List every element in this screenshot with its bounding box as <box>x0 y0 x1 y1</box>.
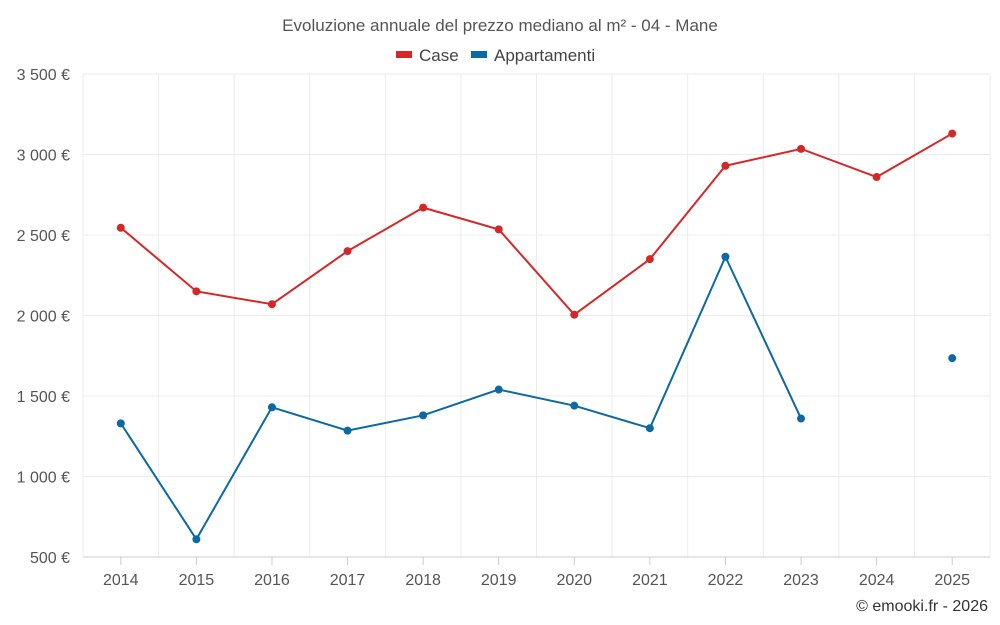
data-point-case[interactable] <box>872 173 881 182</box>
data-point-case[interactable] <box>797 144 806 153</box>
data-point-appartamenti[interactable] <box>343 426 352 435</box>
series <box>116 129 957 544</box>
x-tick-label: 2015 <box>179 572 215 589</box>
y-tick-label: 3 500 € <box>17 67 70 84</box>
data-point-appartamenti[interactable] <box>267 403 276 412</box>
x-tick-label: 2014 <box>103 572 139 589</box>
data-point-appartamenti[interactable] <box>116 419 125 428</box>
data-point-appartamenti[interactable] <box>797 414 806 423</box>
credit-text: © emooki.fr - 2026 <box>856 598 988 615</box>
series-line-case <box>120 132 953 317</box>
data-point-case[interactable] <box>419 203 428 212</box>
data-point-case[interactable] <box>343 247 352 256</box>
x-tick-label: 2023 <box>783 572 819 589</box>
data-point-case[interactable] <box>948 129 957 138</box>
y-tick-label: 3 000 € <box>17 148 70 165</box>
legend-swatch-case <box>396 51 412 58</box>
chart-title: Evoluzione annuale del prezzo mediano al… <box>282 16 718 35</box>
data-point-appartamenti[interactable] <box>192 535 201 544</box>
data-point-appartamenti[interactable] <box>948 354 957 363</box>
x-tick-label: 2024 <box>859 572 895 589</box>
y-tick-label: 2 500 € <box>17 228 70 245</box>
y-tick-label: 1 500 € <box>17 389 70 406</box>
data-point-case[interactable] <box>721 161 730 170</box>
y-tick-label: 2 000 € <box>17 309 70 326</box>
x-tick-label: 2022 <box>708 572 744 589</box>
data-point-case[interactable] <box>192 287 201 296</box>
data-point-case[interactable] <box>494 225 503 234</box>
legend-swatch-appartamenti <box>471 51 487 58</box>
data-point-appartamenti[interactable] <box>494 385 503 394</box>
y-axis: 500 € 1 000 € 1 500 € 2 000 € 2 500 € 3 000 €… <box>17 67 70 567</box>
data-point-appartamenti[interactable] <box>419 411 428 420</box>
x-tick-label: 2025 <box>934 572 970 589</box>
data-point-case[interactable] <box>267 300 276 309</box>
x-tick-label: 2016 <box>254 572 290 589</box>
y-tick-label: 1 000 € <box>17 470 70 487</box>
data-point-case[interactable] <box>570 310 579 319</box>
y-tick-label: 500 € <box>30 550 70 567</box>
series-line-appartamenti <box>119 254 802 542</box>
legend: Case Appartamenti <box>396 46 595 65</box>
x-tick-label: 2019 <box>481 572 517 589</box>
legend-label-appartamenti[interactable]: Appartamenti <box>494 46 595 65</box>
legend-label-case[interactable]: Case <box>419 46 459 65</box>
x-tick-label: 2017 <box>330 572 366 589</box>
x-tick-label: 2018 <box>405 572 441 589</box>
x-axis: 2014 2015 2016 2017 2018 2019 2020 2021 2022 2023… <box>83 556 990 589</box>
grid <box>82 73 991 557</box>
data-point-case[interactable] <box>645 255 654 264</box>
x-tick-label: 2021 <box>632 572 668 589</box>
data-point-appartamenti[interactable] <box>645 424 654 433</box>
data-point-appartamenti[interactable] <box>570 401 579 410</box>
x-tick-label: 2020 <box>556 572 592 589</box>
data-point-appartamenti[interactable] <box>721 252 730 261</box>
data-point-case[interactable] <box>116 223 125 232</box>
